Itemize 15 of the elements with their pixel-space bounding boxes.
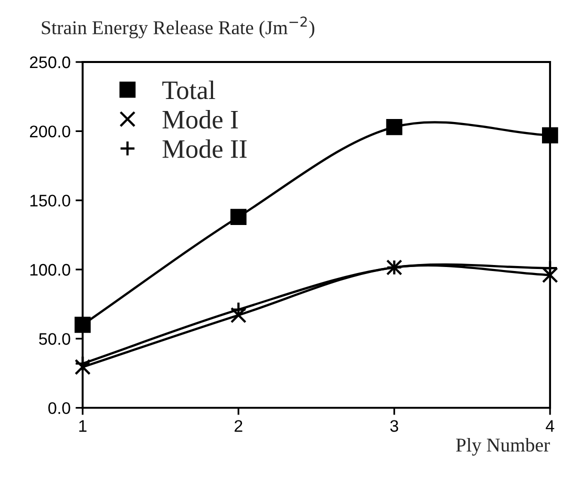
- x-tick-label: 3: [390, 420, 398, 432]
- x-tick-label: 4: [546, 420, 554, 432]
- y-tick-label: 250.0: [30, 56, 70, 68]
- y-tick-label: 0.0: [48, 402, 70, 414]
- legend-label: Mode II: [162, 139, 247, 158]
- y-tick-label: 50.0: [39, 333, 70, 345]
- y-tick-label: 150.0: [30, 194, 70, 207]
- x-tick-label: 1: [79, 420, 86, 432]
- legend-label: Mode I: [162, 110, 238, 129]
- x-tick-label: 2: [234, 420, 242, 432]
- y-tick-label: 100.0: [30, 264, 70, 276]
- x-axis-title: Ply Number: [456, 438, 550, 456]
- y-axis-title: Strain Energy Release Rate (Jm$^{−2}$): [42, 16, 314, 38]
- y-tick-label: 200.0: [30, 126, 70, 138]
- legend-label: Total: [162, 80, 216, 100]
